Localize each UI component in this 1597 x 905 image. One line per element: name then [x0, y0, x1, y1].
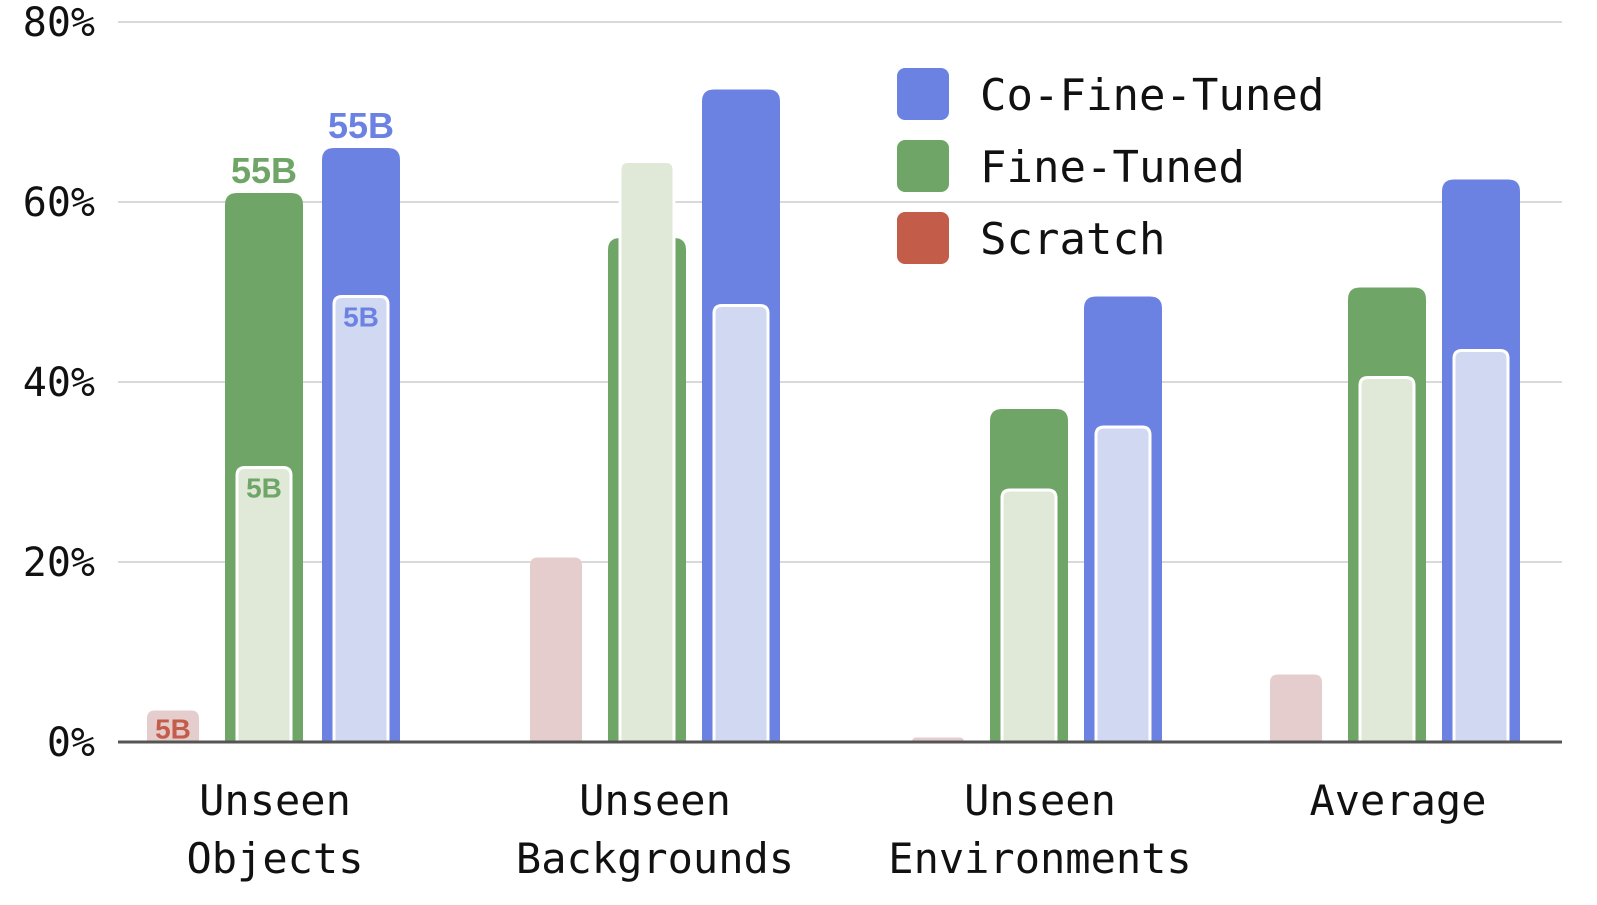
bar-scratch-5b [147, 710, 199, 742]
category-label: Unseen [964, 776, 1116, 825]
y-tick-label: 20% [23, 540, 95, 586]
data-label: 55B [328, 105, 394, 146]
y-tick-label: 0% [47, 720, 95, 766]
data-labels: 5B 55B 5B 55B 5B [155, 105, 394, 745]
category-label: Average [1309, 776, 1486, 825]
bar-fine-tuned-5b [1358, 376, 1416, 744]
legend-label: Fine-Tuned [980, 142, 1245, 193]
bar-co-fine-tuned-5b [332, 295, 390, 744]
x-axis-category-labels: Unseen Objects Unseen Backgrounds Unseen Envi… [186, 776, 1486, 883]
legend-swatch [897, 212, 949, 264]
bar-scratch-5b [1270, 674, 1322, 742]
y-tick-label: 80% [23, 0, 95, 46]
legend-label: Scratch [980, 214, 1165, 265]
bar-co-fine-tuned-5b [712, 304, 770, 744]
legend-label: Co-Fine-Tuned [980, 70, 1324, 121]
y-tick-label: 40% [23, 360, 95, 406]
bar-co-fine-tuned-5b [1094, 425, 1152, 744]
data-label: 5B [343, 302, 379, 333]
y-axis-tick-labels: 0% 20% 40% 60% 80% [23, 0, 95, 766]
bar-fine-tuned-5b [618, 160, 676, 744]
category-label: Unseen [579, 776, 731, 825]
bar-co-fine-tuned-5b [1452, 349, 1510, 744]
data-label: 55B [231, 150, 297, 191]
bar-fine-tuned-5b [1000, 488, 1058, 744]
legend: Co-Fine-Tuned Fine-Tuned Scratch [897, 68, 1324, 265]
legend-swatch [897, 68, 949, 120]
data-label: 5B [246, 473, 282, 504]
category-label: Objects [186, 834, 363, 883]
data-label: 5B [155, 714, 191, 745]
legend-swatch [897, 140, 949, 192]
y-tick-label: 60% [23, 180, 95, 226]
bars [147, 89, 1520, 744]
category-label: Unseen [199, 776, 351, 825]
category-label: Backgrounds [516, 834, 794, 883]
bar-scratch-5b [530, 557, 582, 742]
bar-fine-tuned-5b [235, 466, 293, 744]
category-label: Environments [888, 834, 1191, 883]
